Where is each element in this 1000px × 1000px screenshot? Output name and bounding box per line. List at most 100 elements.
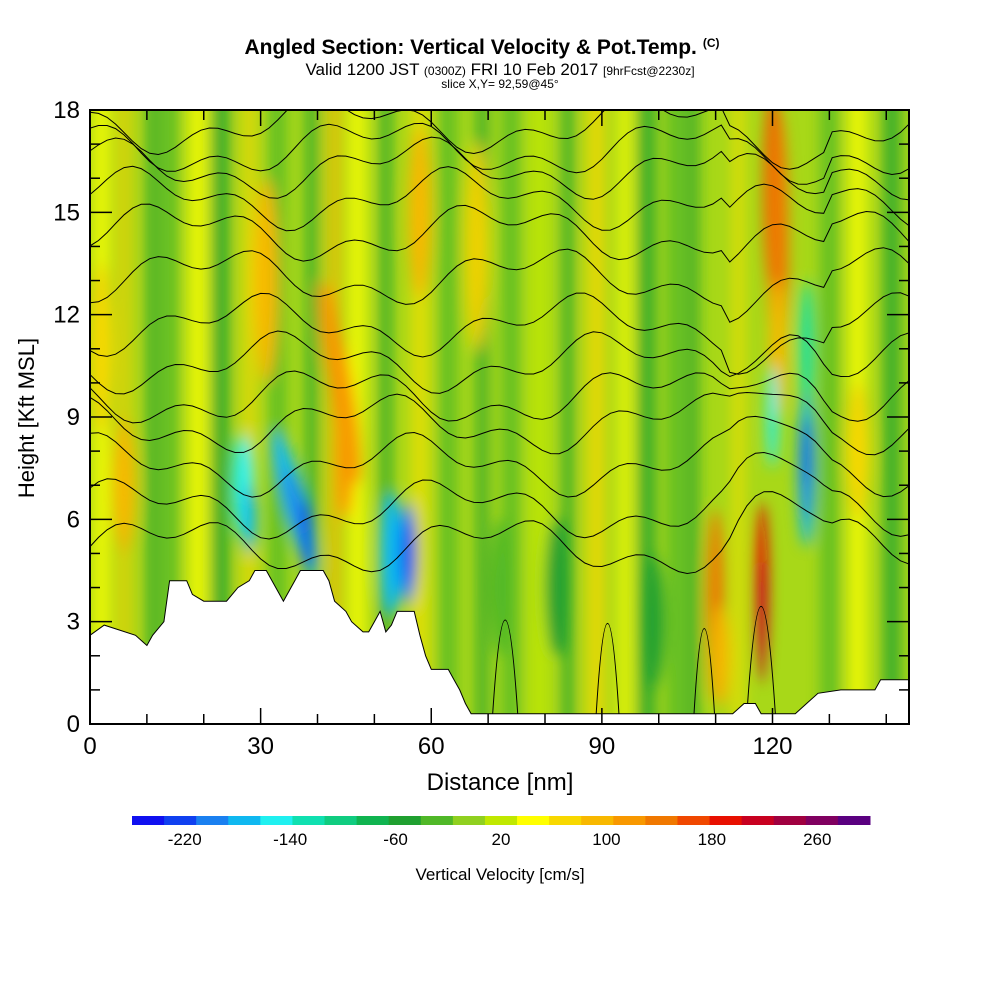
- y-tick-label: 18: [53, 97, 80, 124]
- colorbar-tick-label: 20: [492, 830, 511, 849]
- field-streak: [820, 110, 838, 724]
- isentrope: [90, 292, 909, 375]
- isentrope-loop: [595, 622, 620, 714]
- field-feature: [641, 553, 665, 690]
- colorbar-swatch: [388, 816, 422, 825]
- isentrope-loop: [492, 619, 519, 714]
- colorbar-swatch: [452, 816, 486, 825]
- field-feature: [301, 502, 311, 571]
- isentrope: [90, 391, 909, 456]
- y-axis-label: Height [Kft MSL]: [14, 338, 39, 498]
- field-streak: [732, 110, 745, 724]
- colorbar-swatch: [260, 816, 293, 825]
- colorbar-swatch: [484, 816, 518, 825]
- field-feature: [337, 382, 355, 520]
- isentrope-loop: [693, 627, 715, 714]
- pot-temp-contours: [90, 110, 909, 714]
- y-tick-label: 9: [67, 404, 80, 431]
- field-feature: [712, 604, 730, 707]
- field-streak: [667, 110, 685, 724]
- colorbar-swatch: [581, 816, 614, 825]
- y-tick-label: 15: [53, 199, 80, 226]
- isentrope: [90, 370, 909, 424]
- field-streak: [439, 110, 457, 724]
- field-streak: [687, 110, 699, 724]
- y-tick-label: 0: [67, 711, 80, 738]
- chart-title: Angled Section: Vertical Velocity & Pot.…: [244, 36, 720, 59]
- colorbar-swatch: [837, 816, 871, 825]
- isentrope: [90, 203, 909, 263]
- field-streak: [189, 110, 207, 724]
- field-feature: [803, 417, 810, 486]
- field-streak: [161, 110, 179, 724]
- colorbar-swatch: [356, 816, 390, 825]
- y-tick-label: 3: [67, 609, 80, 636]
- field-feature: [254, 178, 278, 383]
- field-feature: [402, 519, 415, 588]
- isentrope: [90, 451, 909, 540]
- field-streak: [476, 110, 489, 724]
- field-feature: [766, 365, 779, 469]
- terrain-mask: [89, 570, 910, 725]
- field-feature: [465, 144, 489, 349]
- field-streak: [348, 110, 366, 724]
- colorbar-swatch: [196, 816, 229, 825]
- field-feature: [112, 417, 136, 554]
- colorbar-swatch: [132, 816, 165, 825]
- colorbar-tick-labels: -220 -140 -60 20 100 180 260: [168, 830, 832, 849]
- chart-slice-info: slice X,Y= 92,59@45°: [441, 77, 559, 91]
- axis-ticks: [90, 110, 909, 724]
- colorbar-swatch: [741, 816, 775, 825]
- y-tick-labels: 0 3 6 9 12 15 18: [53, 97, 80, 738]
- field-streak: [618, 110, 631, 724]
- colorbar-swatch: [517, 816, 550, 825]
- isentrope: [90, 330, 909, 395]
- colorbar-tick-label: -60: [383, 830, 408, 849]
- field-feature: [408, 127, 432, 298]
- isentrope-loop: [746, 605, 776, 714]
- field-feature: [756, 560, 766, 684]
- colorbar-swatch: [773, 816, 807, 825]
- colorbar-swatch: [164, 816, 197, 825]
- x-tick-label: 0: [83, 733, 96, 760]
- colorbar-swatch: [709, 816, 743, 825]
- x-tick-label: 90: [589, 733, 616, 760]
- field-streak: [243, 110, 255, 724]
- field-feature: [545, 519, 568, 656]
- field-feature: [90, 263, 113, 435]
- isentrope: [90, 122, 909, 185]
- colorbar-label: Vertical Velocity [cm/s]: [415, 865, 584, 884]
- field-streak: [380, 110, 392, 724]
- colorbar-swatch: [420, 816, 454, 825]
- colorbar-swatch: [677, 816, 711, 825]
- field-streak: [328, 110, 341, 724]
- y-tick-label: 6: [67, 506, 80, 533]
- colorbar-swatch: [645, 816, 678, 825]
- field-streak: [502, 110, 520, 724]
- colorbar-tick-label: -140: [273, 830, 307, 849]
- isentrope: [90, 247, 909, 323]
- colorbar-tick-label: 260: [803, 830, 831, 849]
- x-tick-labels: 0 30 60 90 120: [83, 733, 792, 760]
- field-feature: [242, 485, 257, 554]
- field-streak: [306, 110, 318, 724]
- isentrope: [90, 415, 909, 498]
- x-tick-label: 60: [418, 733, 445, 760]
- colorbar-swatch: [805, 816, 839, 825]
- colorbar-tick-label: -220: [168, 830, 202, 849]
- colorbar-swatch: [292, 816, 326, 825]
- isentrope: [90, 491, 909, 575]
- field-streak: [562, 110, 574, 724]
- x-tick-label: 120: [752, 733, 792, 760]
- colorbar-tick-label: 100: [592, 830, 620, 849]
- x-tick-label: 30: [247, 733, 274, 760]
- field-streak: [118, 110, 130, 724]
- field-feature: [380, 492, 403, 615]
- y-tick-label: 12: [53, 302, 80, 329]
- colorbar-swatch: [324, 816, 358, 825]
- colorbar-swatch: [549, 816, 582, 825]
- isentrope: [90, 165, 909, 232]
- isentrope: [90, 110, 909, 170]
- x-axis-label: Distance [nm]: [427, 769, 574, 796]
